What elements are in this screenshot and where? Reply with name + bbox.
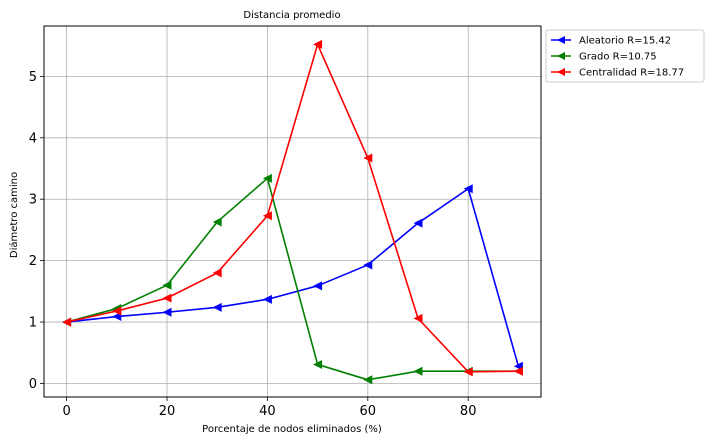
data-point: [363, 153, 373, 163]
y-tick-label: 5: [29, 70, 37, 85]
grid: [44, 26, 541, 397]
axis-ticks: 0 20 40 60 80 0 1 2 3 4 5: [29, 70, 477, 419]
x-tick-label: 40: [259, 404, 276, 419]
legend-item: Grado R=10.75: [551, 52, 657, 63]
data-point: [313, 359, 323, 369]
legend-item: Centralidad R=18.77: [551, 68, 684, 79]
data-point: [262, 211, 272, 221]
legend-label: Aleatorio R=15.42: [579, 36, 671, 47]
y-tick-label: 1: [29, 316, 37, 331]
series-1: [62, 184, 523, 371]
plot-lines: [62, 39, 523, 385]
legend-label: Grado R=10.75: [579, 52, 657, 63]
data-point: [112, 306, 122, 316]
data-point: [463, 367, 473, 377]
legend-marker: [557, 52, 565, 60]
data-point: [212, 268, 222, 278]
data-point: [413, 313, 423, 323]
data-point: [212, 217, 222, 227]
legend: Aleatorio R=15.42 Grado R=10.75 Centralida…: [545, 29, 705, 83]
data-point: [363, 260, 373, 270]
data-point: [513, 366, 523, 376]
x-tick-label: 60: [360, 404, 377, 419]
legend-marker: [557, 68, 565, 76]
data-point: [313, 281, 323, 291]
x-tick-label: 0: [62, 404, 70, 419]
legend-marker: [557, 36, 565, 44]
plot-frame: [43, 25, 542, 398]
data-point: [162, 307, 172, 317]
series-3: [62, 39, 523, 377]
y-tick-label: 0: [29, 377, 37, 392]
legend-item: Aleatorio R=15.42: [551, 36, 671, 47]
data-point: [463, 184, 473, 194]
y-tick-label: 4: [29, 131, 37, 146]
chart-title: Distancia promedio: [243, 10, 340, 21]
legend-box: [545, 29, 705, 83]
series-line: [66, 187, 520, 367]
data-point: [413, 366, 423, 376]
data-point: [313, 39, 323, 49]
series-line: [66, 43, 519, 373]
y-axis-label: Diámetro camino: [8, 172, 20, 258]
data-point: [262, 173, 272, 183]
data-point: [413, 218, 423, 228]
data-point: [62, 317, 72, 327]
x-tick-label: 80: [460, 404, 477, 419]
data-point: [363, 375, 373, 385]
y-tick-label: 3: [29, 193, 37, 208]
series-line: [66, 177, 519, 381]
series-2: [62, 173, 523, 385]
data-point: [162, 280, 172, 290]
y-tick-label: 2: [29, 254, 37, 269]
data-point: [212, 302, 222, 312]
x-tick-label: 20: [159, 404, 176, 419]
legend-label: Centralidad R=18.77: [579, 68, 684, 79]
data-point: [262, 294, 272, 304]
data-point: [162, 293, 172, 303]
x-axis-label: Porcentaje de nodos eliminados (%): [202, 424, 382, 435]
